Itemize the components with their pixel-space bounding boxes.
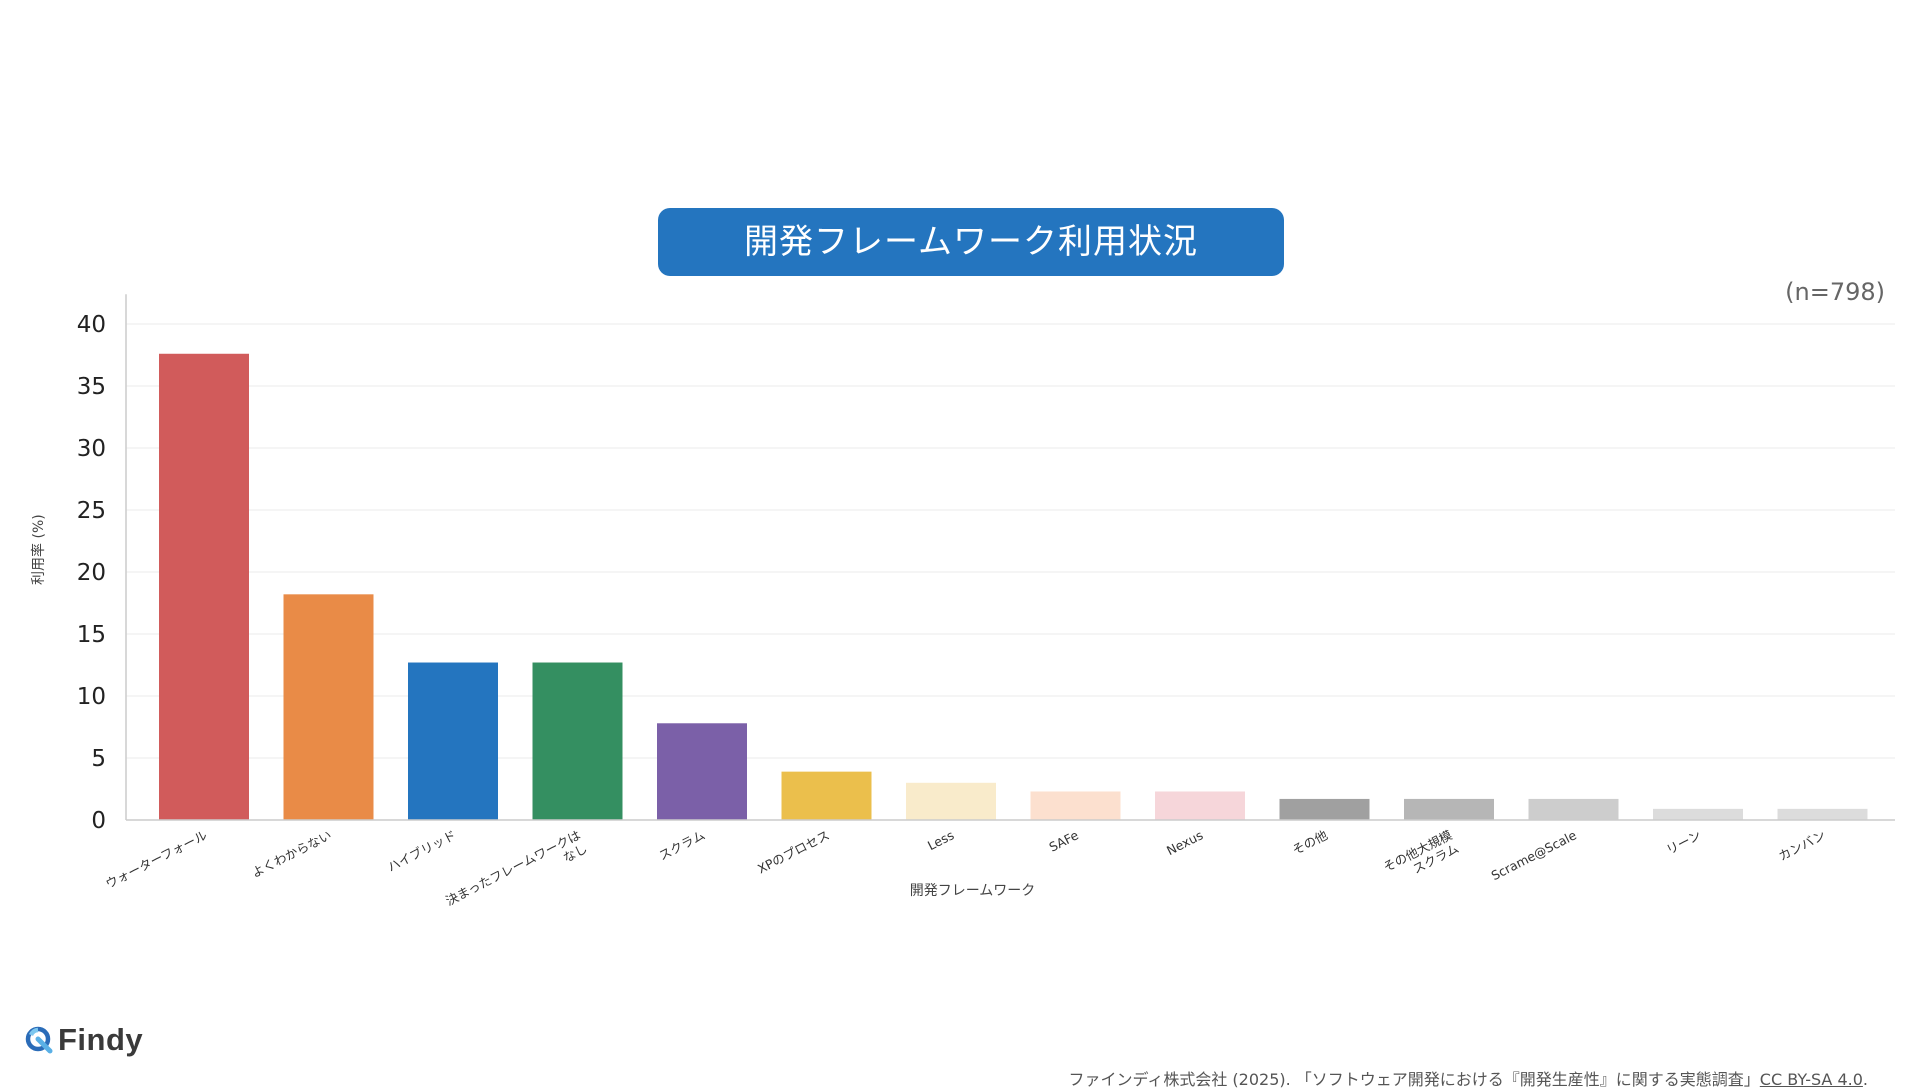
x-tick-label: よくわからない xyxy=(249,827,334,880)
y-tick-label: 40 xyxy=(77,312,106,338)
bar-2 xyxy=(283,594,374,820)
bar-10 xyxy=(1279,798,1370,820)
x-tick-label: Scrame@Scale xyxy=(1489,827,1579,883)
y-axis-label: 利用率 (%) xyxy=(30,514,47,585)
y-tick-label: 10 xyxy=(77,684,106,710)
x-tick-label: カンバン xyxy=(1776,827,1828,863)
y-tick-label: 25 xyxy=(77,498,106,524)
y-tick-label: 0 xyxy=(91,808,106,834)
chart-title: 開発フレームワーク利用状況 xyxy=(658,208,1284,276)
gridlines xyxy=(126,323,1895,759)
x-tick-label: ハイブリッド xyxy=(385,827,458,874)
bars xyxy=(159,353,1868,820)
x-tick-label: 決まったフレームワークはなし xyxy=(443,827,590,920)
x-tick-label: XPのプロセス xyxy=(755,827,832,876)
bar-11 xyxy=(1404,798,1494,820)
y-tick-label: 15 xyxy=(77,622,106,648)
sample-size-label: (n=798) xyxy=(1785,278,1885,306)
x-tick-label: リーン xyxy=(1664,827,1704,857)
bar-5 xyxy=(657,723,747,820)
brand-name: Findy xyxy=(58,1022,144,1057)
x-tick-label: その他大規模スクラム xyxy=(1381,827,1462,888)
y-axis-ticks: 0 5 10 15 20 25 30 35 40 xyxy=(77,312,106,834)
findy-logo: Findy xyxy=(24,1022,143,1058)
x-tick-label: Less xyxy=(925,827,956,853)
y-tick-label: 20 xyxy=(77,560,106,586)
bar-6 xyxy=(781,771,872,820)
findy-logo-icon xyxy=(25,1026,53,1054)
citation-footer: ファインディ株式会社 (2025). 「ソフトウェア開発における『開発生産性』に… xyxy=(1068,1066,1868,1090)
x-axis-label: 開発フレームワーク xyxy=(910,883,1036,899)
x-tick-label: その他 xyxy=(1290,827,1331,858)
bar-3 xyxy=(408,662,498,820)
bar-9 xyxy=(1155,791,1245,820)
bar-chart: 0 5 10 15 20 25 30 35 40 ウォーターフォール よくわからない ハイブリッド決… xyxy=(30,294,1895,920)
y-tick-label: 35 xyxy=(77,374,106,400)
bar-7 xyxy=(906,782,996,820)
y-tick-label: 30 xyxy=(77,436,106,462)
bar-8 xyxy=(1030,791,1121,820)
bar-12 xyxy=(1528,798,1619,820)
x-tick-label: スクラム xyxy=(656,827,707,863)
x-tick-label: SAFe xyxy=(1047,827,1082,855)
bar-4 xyxy=(532,662,623,820)
bar-14 xyxy=(1777,808,1868,820)
y-tick-label: 5 xyxy=(91,746,106,772)
x-tick-label: ウォーターフォール xyxy=(103,827,209,891)
bar-1 xyxy=(159,353,249,820)
bar-13 xyxy=(1653,808,1743,820)
x-tick-label: Nexus xyxy=(1164,827,1205,858)
